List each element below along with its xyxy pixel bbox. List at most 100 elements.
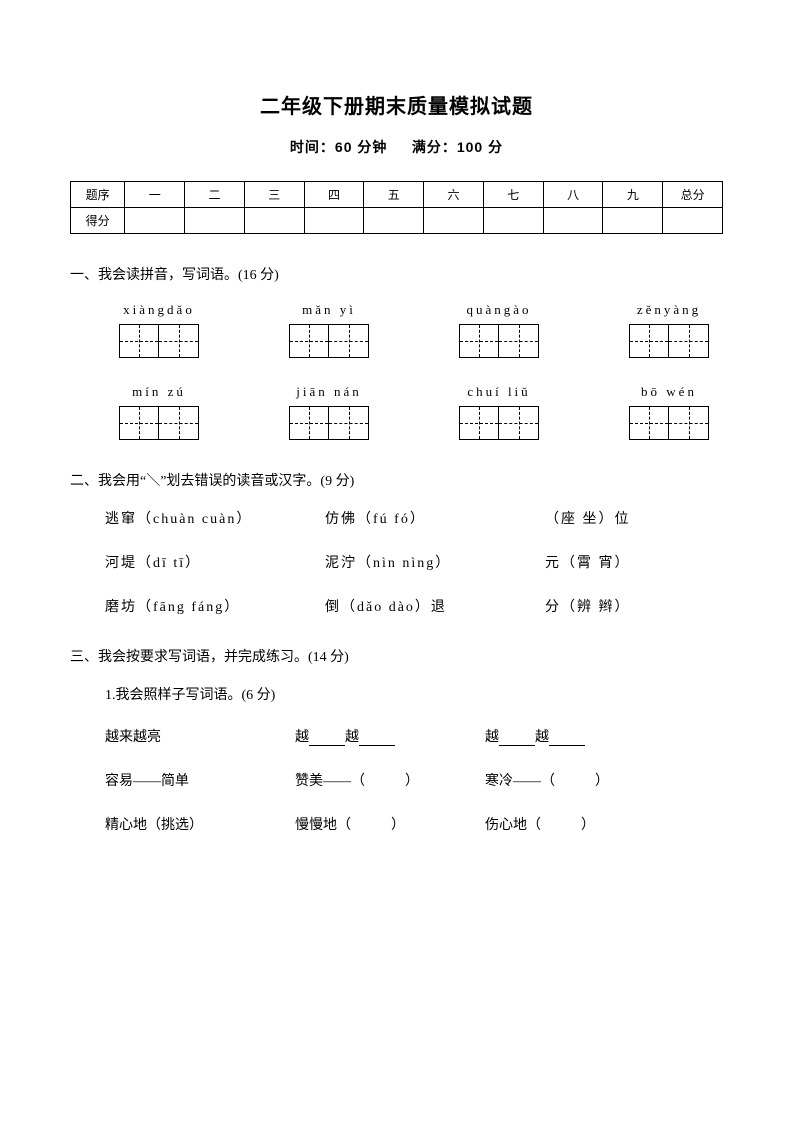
q3-cell: 寒冷——（ ）: [485, 770, 675, 790]
pinyin-text: mǎn yì: [275, 302, 383, 318]
q2-cell: 逃窜（chuàn cuàn）: [105, 508, 325, 528]
q3-text: 寒冷——（: [485, 774, 555, 789]
char-box-pair[interactable]: [445, 406, 553, 440]
pinyin-item: chuí liǔ: [445, 384, 553, 440]
score-cell[interactable]: [424, 208, 484, 234]
q3-cell: 越来越亮: [105, 726, 295, 746]
pinyin-text: xiàngdǎo: [105, 302, 213, 318]
pinyin-item: jiān nán: [275, 384, 383, 440]
col-header: 九: [603, 182, 663, 208]
time-info: 时间：60 分钟: [290, 139, 387, 155]
page-subtitle: 时间：60 分钟 满分：100 分: [70, 137, 723, 157]
fill-blank[interactable]: [359, 732, 395, 746]
score-cell[interactable]: [244, 208, 304, 234]
q2-cell: 分（辨 辫）: [545, 596, 705, 616]
col-header: 六: [424, 182, 484, 208]
q3-cell: 容易——简单: [105, 770, 295, 790]
score-cell[interactable]: [663, 208, 723, 234]
score-cell[interactable]: [364, 208, 424, 234]
pinyin-row: mín zú jiān nán chuí liǔ bō wén: [105, 384, 723, 440]
pinyin-text: bō wén: [615, 384, 723, 400]
q3-cell: 伤心地（ ）: [485, 814, 675, 834]
q3-text: 赞美——（: [295, 774, 365, 789]
pinyin-item: xiàngdǎo: [105, 302, 213, 358]
pinyin-text: chuí liǔ: [445, 384, 553, 400]
q3-text: 伤心地（: [485, 818, 541, 833]
section-3-sub1: 1.我会照样子写词语。(6 分): [105, 684, 723, 704]
char-box-pair[interactable]: [105, 406, 213, 440]
score-cell[interactable]: [125, 208, 185, 234]
table-row: 题序 一 二 三 四 五 六 七 八 九 总分: [71, 182, 723, 208]
pinyin-item: mín zú: [105, 384, 213, 440]
q3-text: 慢慢地（: [295, 818, 351, 833]
exam-page: 二年级下册期末质量模拟试题 时间：60 分钟 满分：100 分 题序 一 二 三…: [0, 0, 793, 1122]
q3-text: ）: [405, 774, 419, 789]
section-1-heading: 一、我会读拼音，写词语。(16 分): [70, 264, 723, 284]
q2-cell: 河堤（dī tī）: [105, 552, 325, 572]
q2-cell: 倒（dǎo dào）退: [325, 596, 545, 616]
score-cell[interactable]: [483, 208, 543, 234]
q3-row: 精心地（挑选） 慢慢地（ ） 伤心地（ ）: [105, 814, 723, 834]
char-box-pair[interactable]: [615, 324, 723, 358]
fill-blank[interactable]: [309, 732, 345, 746]
row-label: 题序: [71, 182, 125, 208]
q2-row: 逃窜（chuàn cuàn） 仿佛（fú fó） （座 坐）位: [105, 508, 723, 528]
col-header: 四: [304, 182, 364, 208]
score-cell[interactable]: [543, 208, 603, 234]
pinyin-item: zěnyàng: [615, 302, 723, 358]
score-cell[interactable]: [304, 208, 364, 234]
score-info: 满分：100 分: [412, 139, 503, 155]
score-cell[interactable]: [185, 208, 245, 234]
col-header: 三: [244, 182, 304, 208]
q3-cell: 精心地（挑选）: [105, 814, 295, 834]
col-header: 七: [483, 182, 543, 208]
q2-cell: 元（霄 宵）: [545, 552, 705, 572]
section-3-heading: 三、我会按要求写词语，并完成练习。(14 分): [70, 646, 723, 666]
q3-cell: 赞美——（ ）: [295, 770, 485, 790]
pinyin-group-1: xiàngdǎo mǎn yì quàngào zěnyàng: [70, 302, 723, 358]
q3-text: 越: [345, 730, 359, 745]
q3-text: ）: [391, 818, 405, 833]
q3-cell: 越越: [295, 726, 485, 746]
char-box-pair[interactable]: [615, 406, 723, 440]
q3-row: 容易——简单 赞美——（ ） 寒冷——（ ）: [105, 770, 723, 790]
pinyin-item: mǎn yì: [275, 302, 383, 358]
fill-blank[interactable]: [499, 732, 535, 746]
row-label: 得分: [71, 208, 125, 234]
pinyin-text: zěnyàng: [615, 302, 723, 318]
section-2-heading: 二、我会用“＼”划去错误的读音或汉字。(9 分): [70, 470, 723, 490]
q3-text: 越: [485, 730, 499, 745]
q3-text: 越: [535, 730, 549, 745]
q2-cell: 磨坊（fāng fáng）: [105, 596, 325, 616]
q2-cell: （座 坐）位: [545, 508, 705, 528]
score-cell[interactable]: [603, 208, 663, 234]
char-box-pair[interactable]: [275, 406, 383, 440]
fill-blank[interactable]: [549, 732, 585, 746]
col-header: 五: [364, 182, 424, 208]
q3-text: ）: [581, 818, 595, 833]
q3-cell: 慢慢地（ ）: [295, 814, 485, 834]
pinyin-item: bō wén: [615, 384, 723, 440]
pinyin-text: mín zú: [105, 384, 213, 400]
col-header: 总分: [663, 182, 723, 208]
q3-row: 越来越亮 越越 越越: [105, 726, 723, 746]
q3-text: 越: [295, 730, 309, 745]
col-header: 二: [185, 182, 245, 208]
pinyin-group-2: mín zú jiān nán chuí liǔ bō wén: [70, 384, 723, 440]
q2-row: 磨坊（fāng fáng） 倒（dǎo dào）退 分（辨 辫）: [105, 596, 723, 616]
q2-cell: 仿佛（fú fó）: [325, 508, 545, 528]
pinyin-row: xiàngdǎo mǎn yì quàngào zěnyàng: [105, 302, 723, 358]
q2-cell: 泥泞（nìn nìng）: [325, 552, 545, 572]
col-header: 一: [125, 182, 185, 208]
pinyin-text: jiān nán: [275, 384, 383, 400]
pinyin-text: quàngào: [445, 302, 553, 318]
q3-text: ）: [595, 774, 609, 789]
col-header: 八: [543, 182, 603, 208]
q3-cell: 越越: [485, 726, 675, 746]
char-box-pair[interactable]: [445, 324, 553, 358]
char-box-pair[interactable]: [105, 324, 213, 358]
char-box-pair[interactable]: [275, 324, 383, 358]
page-title: 二年级下册期末质量模拟试题: [70, 90, 723, 119]
table-row: 得分: [71, 208, 723, 234]
pinyin-item: quàngào: [445, 302, 553, 358]
